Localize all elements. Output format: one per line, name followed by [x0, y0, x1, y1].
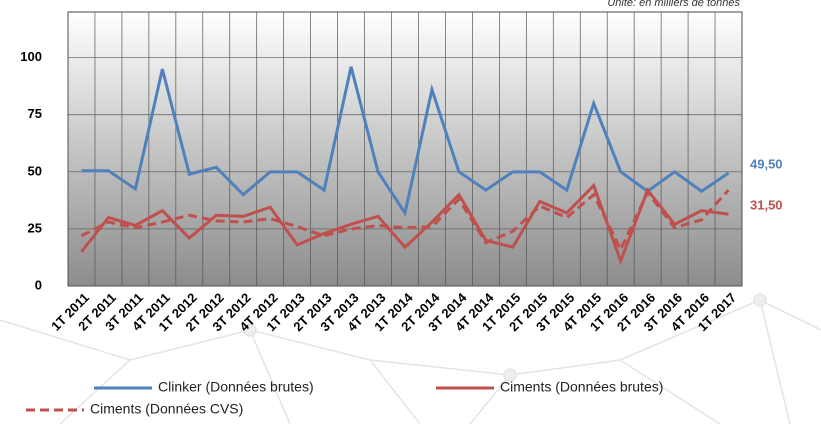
y-tick-label: 0 — [35, 277, 42, 292]
value-label: 49,50 — [750, 156, 783, 171]
legend-label: Ciments (Données brutes) — [500, 379, 663, 395]
series-line — [80, 189, 730, 253]
legend-label: Clinker (Données brutes) — [158, 379, 314, 395]
y-tick-label: 75 — [28, 106, 42, 121]
background-network — [0, 293, 821, 424]
series-line — [81, 66, 730, 217]
legend-label: Ciments (Données CVS) — [90, 401, 243, 417]
plot-area — [67, 11, 743, 287]
unit-note: Unité: en milliers de tonnes — [607, 0, 740, 9]
value-label: 31,50 — [750, 198, 783, 213]
series-line — [80, 182, 729, 266]
y-tick-label: 100 — [20, 49, 42, 64]
y-tick-label: 50 — [28, 163, 42, 178]
y-tick-label: 25 — [28, 220, 42, 235]
